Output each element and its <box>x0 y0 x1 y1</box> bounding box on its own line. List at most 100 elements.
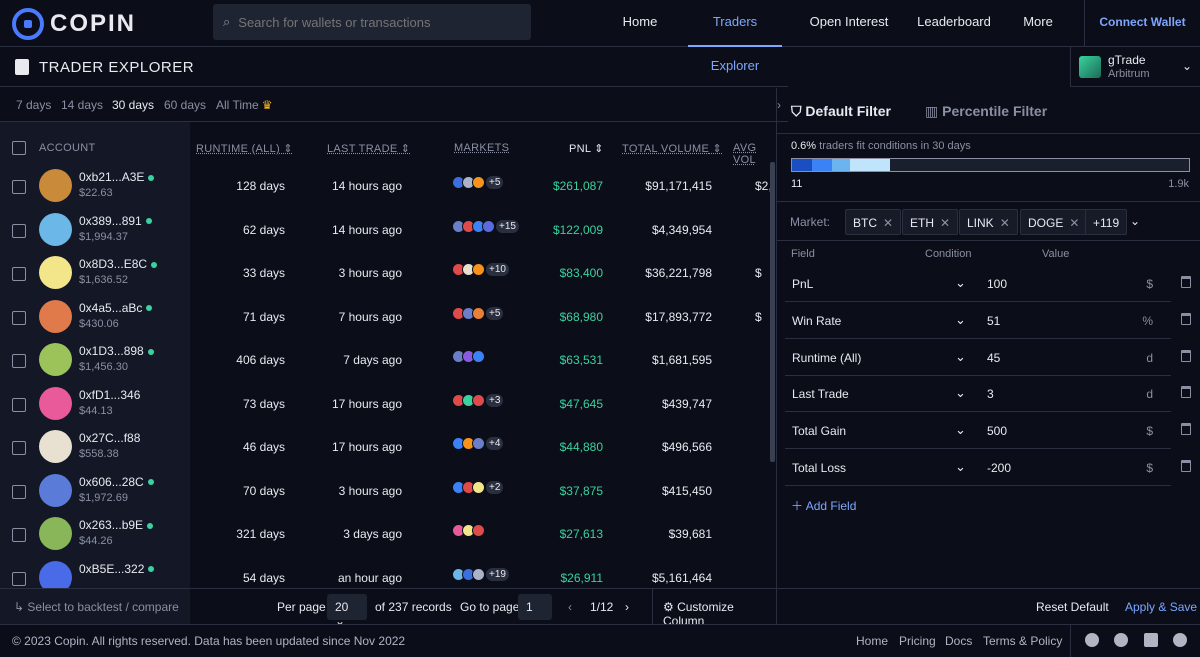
wallet-address[interactable]: 0x389...891 <box>79 214 152 228</box>
telegram-icon[interactable] <box>1114 633 1128 647</box>
header-avg-volume[interactable]: AVG VOL <box>733 142 757 166</box>
wallet-address[interactable]: 0x27C...f88 <box>79 431 140 445</box>
trash-icon[interactable] <box>1181 276 1191 288</box>
protocol-selector[interactable]: gTrade Arbitrum ⌄ <box>1070 47 1200 87</box>
apply-save-button[interactable]: Apply & Save <box>1125 600 1198 614</box>
header-pnl[interactable]: PNL ⇕ <box>569 143 604 155</box>
avatar[interactable] <box>39 212 72 246</box>
market-tag-eth[interactable]: ETH ✕ <box>902 209 959 235</box>
table-row[interactable]: 0x389...891 $1,994.37 62 days 14 hours a… <box>0 209 776 252</box>
market-tag-btc[interactable]: BTC ✕ <box>845 209 902 235</box>
vertical-scrollbar[interactable] <box>770 162 775 462</box>
market-tag-link[interactable]: LINK ✕ <box>959 209 1018 235</box>
time-filter-14d[interactable]: 14 days <box>61 98 104 112</box>
wallet-address[interactable]: 0xB5E...322 <box>79 562 155 576</box>
discord-icon[interactable] <box>1085 633 1099 647</box>
trash-icon[interactable] <box>1181 312 1191 325</box>
time-filter-30d[interactable]: 30 days <box>112 98 155 112</box>
trash-icon[interactable] <box>1181 423 1191 436</box>
avatar[interactable] <box>39 256 72 289</box>
avatar[interactable] <box>39 299 72 333</box>
row-checkbox[interactable] <box>12 441 26 455</box>
filter-field[interactable]: Runtime (All) <box>792 350 862 365</box>
table-row[interactable]: 0xB5E...322 54 days an hour ago +19 $26,… <box>0 557 776 588</box>
nav-traders-explorer[interactable]: Traders Explorer <box>688 0 782 73</box>
reset-default-button[interactable]: Reset Default <box>1036 600 1109 614</box>
table-row[interactable]: 0x1D3...898 $1,456.30 406 days 7 days ag… <box>0 339 776 382</box>
wallet-address[interactable]: 0x8D3...E8C <box>79 257 158 271</box>
condition-dropdown[interactable]: ⌄ <box>955 459 966 474</box>
chevron-down-icon[interactable]: ⌄ <box>1130 214 1141 228</box>
trash-icon[interactable] <box>1181 386 1191 399</box>
customize-column-button[interactable]: ⚙ Customize Column <box>652 589 776 628</box>
time-filter-all[interactable]: All Time ♛ <box>216 98 272 112</box>
condition-dropdown[interactable]: ⌄ <box>955 275 966 290</box>
nav-more[interactable]: More <box>1023 14 1053 29</box>
prev-page-icon[interactable]: ‹ <box>568 600 572 614</box>
avatar[interactable] <box>39 343 72 376</box>
x-twitter-icon[interactable] <box>1144 633 1158 647</box>
header-total-volume[interactable]: TOTAL VOLUME ⇕ <box>622 143 723 155</box>
close-icon[interactable]: ✕ <box>940 216 951 230</box>
search-box[interactable]: ⌕ <box>213 4 531 40</box>
row-checkbox[interactable] <box>12 397 26 412</box>
filter-field[interactable]: Total Gain <box>792 424 847 439</box>
filter-field[interactable]: Last Trade <box>792 387 849 402</box>
header-last-trade[interactable]: LAST TRADE ⇕ <box>327 143 411 155</box>
row-checkbox[interactable] <box>12 354 26 368</box>
select-all-checkbox[interactable] <box>12 141 26 155</box>
filter-value-input[interactable]: 100 <box>987 277 1008 291</box>
connect-wallet-button[interactable]: Connect Wallet <box>1084 0 1200 47</box>
row-checkbox[interactable] <box>12 310 26 325</box>
row-checkbox[interactable] <box>12 267 26 281</box>
wallet-address[interactable]: 0x4a5...aBc <box>79 301 153 315</box>
row-checkbox[interactable] <box>12 223 26 238</box>
row-checkbox[interactable] <box>12 571 26 586</box>
table-row[interactable]: 0x263...b9E $44.26 321 days 3 days ago $… <box>0 513 776 556</box>
goto-page-input[interactable]: 1 <box>518 594 552 620</box>
avatar[interactable] <box>39 517 72 550</box>
filter-field[interactable]: Win Rate <box>792 313 842 328</box>
copin-logo[interactable]: COPIN <box>12 8 136 40</box>
search-input[interactable] <box>238 14 509 30</box>
row-checkbox[interactable] <box>12 528 26 542</box>
filter-value-input[interactable]: -200 <box>987 461 1012 475</box>
condition-dropdown[interactable]: ⌄ <box>955 385 966 401</box>
close-icon[interactable]: ✕ <box>883 216 894 230</box>
footer-link-pricing[interactable]: Pricing <box>899 634 936 648</box>
row-checkbox[interactable] <box>12 180 26 194</box>
footer-link-home[interactable]: Home <box>856 634 889 648</box>
table-row[interactable]: 0x606...28C $1,972.69 70 days 3 hours ag… <box>0 470 776 513</box>
wallet-address[interactable]: 0xfD1...346 <box>79 388 140 402</box>
market-more-tag[interactable]: +119 <box>1085 209 1128 235</box>
per-page-select[interactable]: 20 ⌄ <box>327 594 367 628</box>
trash-icon[interactable] <box>1181 349 1191 362</box>
time-filter-60d[interactable]: 60 days <box>164 98 207 112</box>
wallet-address[interactable]: 0x1D3...898 <box>79 344 154 358</box>
filter-value-input[interactable]: 3 <box>987 387 994 402</box>
next-page-icon[interactable]: › <box>625 600 629 614</box>
add-field-button[interactable]: ＋ Add Field <box>791 497 856 514</box>
filter-field[interactable]: Total Loss <box>792 461 847 475</box>
nav-home[interactable]: Home <box>622 14 658 29</box>
tab-percentile-filter[interactable]: ▥ Percentile Filter <box>925 103 1047 120</box>
close-icon[interactable]: ✕ <box>1069 216 1080 230</box>
condition-dropdown[interactable]: ⌄ <box>955 422 966 438</box>
header-runtime[interactable]: RUNTIME (ALL) ⇕ <box>196 143 293 155</box>
avatar[interactable] <box>39 473 72 507</box>
table-row[interactable]: 0xfD1...346 $44.13 73 days 17 hours ago … <box>0 383 776 426</box>
backtest-hint[interactable]: ↳ Select to backtest / compare <box>0 589 190 625</box>
avatar[interactable] <box>39 169 72 202</box>
footer-link-terms[interactable]: Terms & Policy <box>983 634 1063 648</box>
nav-open-interest[interactable]: Open Interest <box>809 14 889 29</box>
filter-field[interactable]: PnL <box>792 277 814 291</box>
wallet-address[interactable]: 0x263...b9E <box>79 518 154 532</box>
filter-value-input[interactable]: 500 <box>987 424 1008 439</box>
time-filter-7d[interactable]: 7 days <box>16 98 52 112</box>
wallet-address[interactable]: 0x606...28C <box>79 475 154 489</box>
avatar[interactable] <box>39 560 72 588</box>
nav-leaderboard[interactable]: Leaderboard <box>917 14 991 29</box>
row-checkbox[interactable] <box>12 484 26 499</box>
market-tag-doge[interactable]: DOGE ✕ <box>1020 209 1088 235</box>
wallet-address[interactable]: 0xb21...A3E <box>79 170 155 184</box>
